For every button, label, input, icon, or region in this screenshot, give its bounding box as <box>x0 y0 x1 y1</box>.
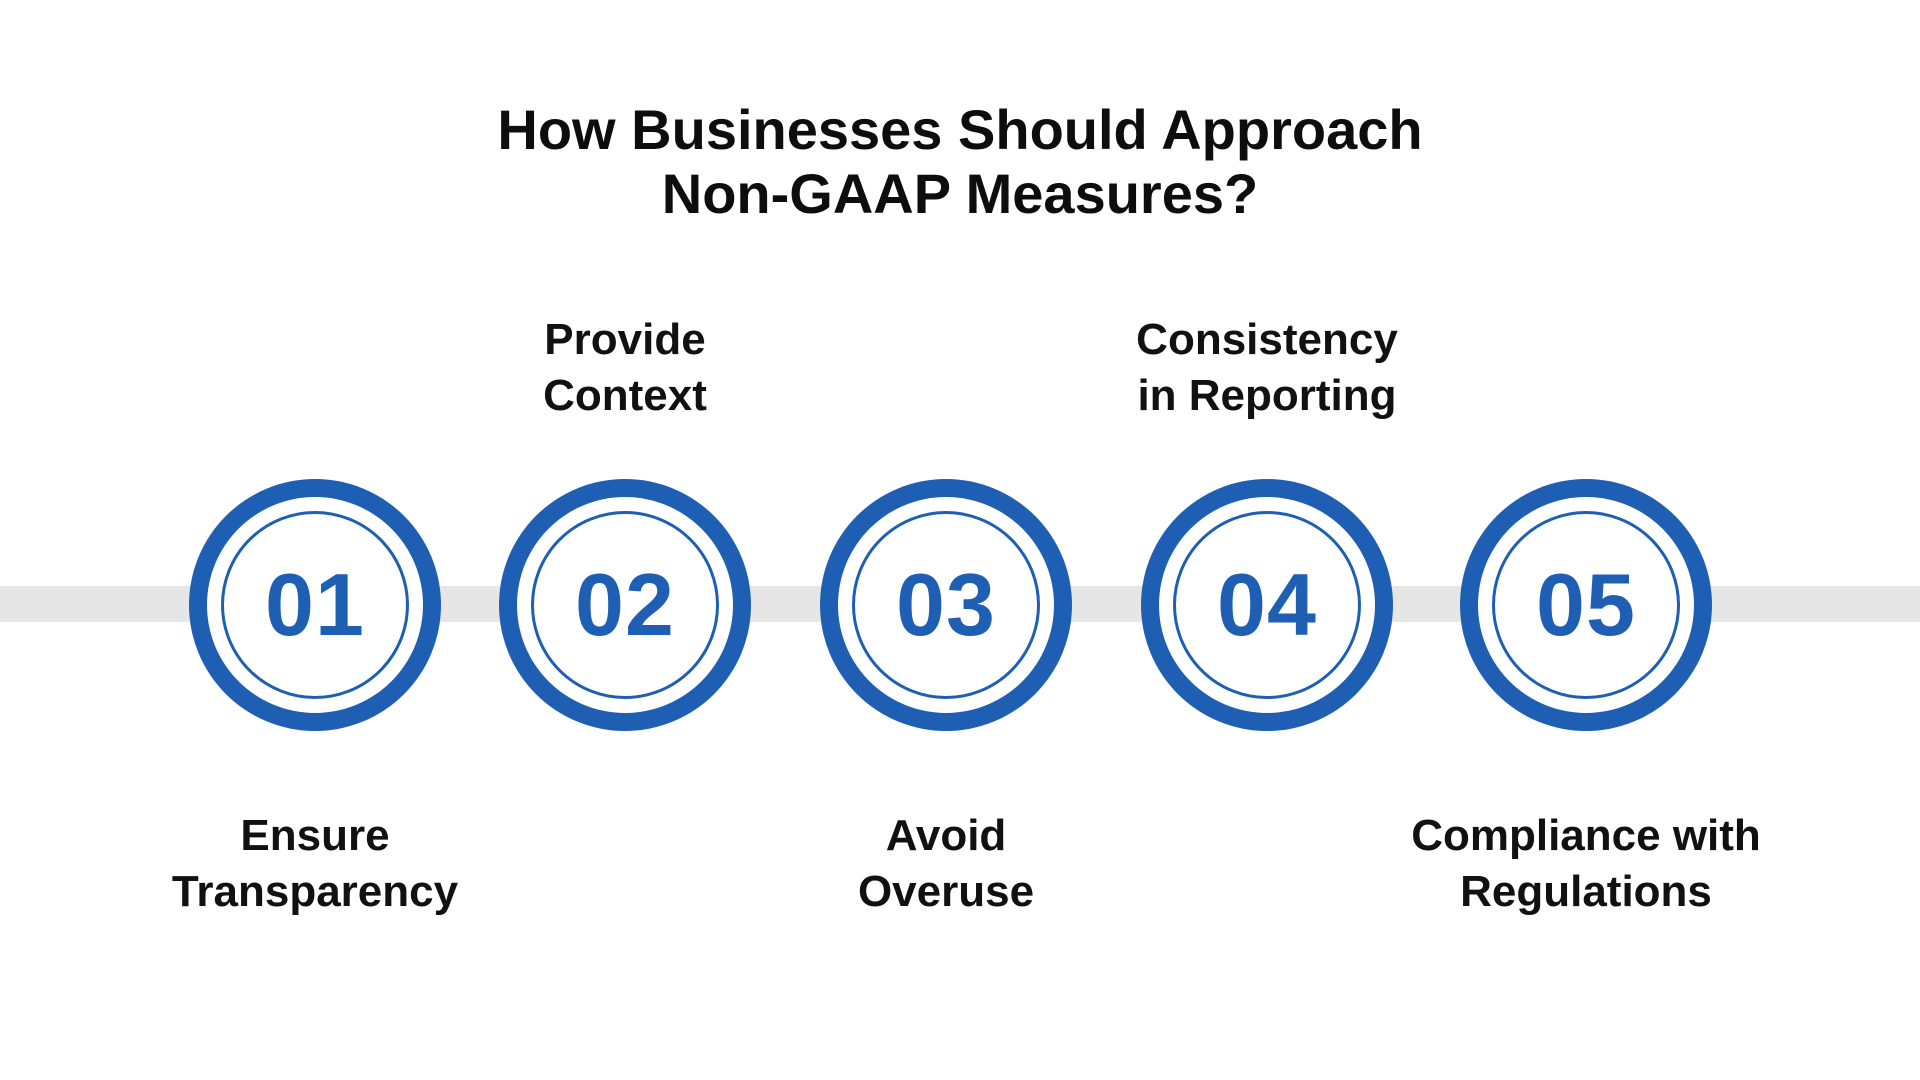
step-02-number: 02 <box>575 555 675 654</box>
step-04-inner-ring <box>1173 511 1361 699</box>
step-03-inner-ring <box>852 511 1040 699</box>
step-03-label-line-2: Overuse <box>857 867 1035 916</box>
step-05-label-line-2: Regulations <box>1460 867 1712 916</box>
page-title: How Businesses Should Approach Non-GAAP … <box>0 98 1920 226</box>
step-01-label-line-1: Ensure <box>240 811 390 860</box>
step-04-circle: 04 <box>1141 479 1393 731</box>
step-05-label-line-1: Compliance with <box>1411 811 1761 860</box>
step-04-label-line-1: Consistency <box>1136 315 1398 364</box>
step-05-number: 05 <box>1536 555 1636 654</box>
step-02-label: Provide Context <box>415 312 835 424</box>
step-03-label: Avoid Overuse <box>736 808 1156 920</box>
step-03-label-line-1: Avoid <box>885 811 1007 860</box>
step-01-circle: 01 <box>189 479 441 731</box>
step-02-label-line-2: Context <box>543 371 707 420</box>
step-03-circle: 03 <box>820 479 1072 731</box>
title-line-2: Non-GAAP Measures? <box>661 162 1259 225</box>
step-04-label-line-2: in Reporting <box>1137 371 1397 420</box>
step-05-circle: 05 <box>1460 479 1712 731</box>
step-04-number: 04 <box>1217 555 1317 654</box>
step-02-circle: 02 <box>499 479 751 731</box>
title-line-1: How Businesses Should Approach <box>497 98 1423 161</box>
step-01-number: 01 <box>265 555 365 654</box>
step-01-inner-ring <box>221 511 409 699</box>
step-05-inner-ring <box>1492 511 1680 699</box>
step-01-label-line-2: Transparency <box>171 867 459 916</box>
step-04-label: Consistency in Reporting <box>1057 312 1477 424</box>
step-01-label: Ensure Transparency <box>105 808 525 920</box>
step-02-label-line-1: Provide <box>544 315 706 364</box>
step-03-number: 03 <box>896 555 996 654</box>
step-05-label: Compliance with Regulations <box>1376 808 1796 920</box>
step-02-inner-ring <box>531 511 719 699</box>
